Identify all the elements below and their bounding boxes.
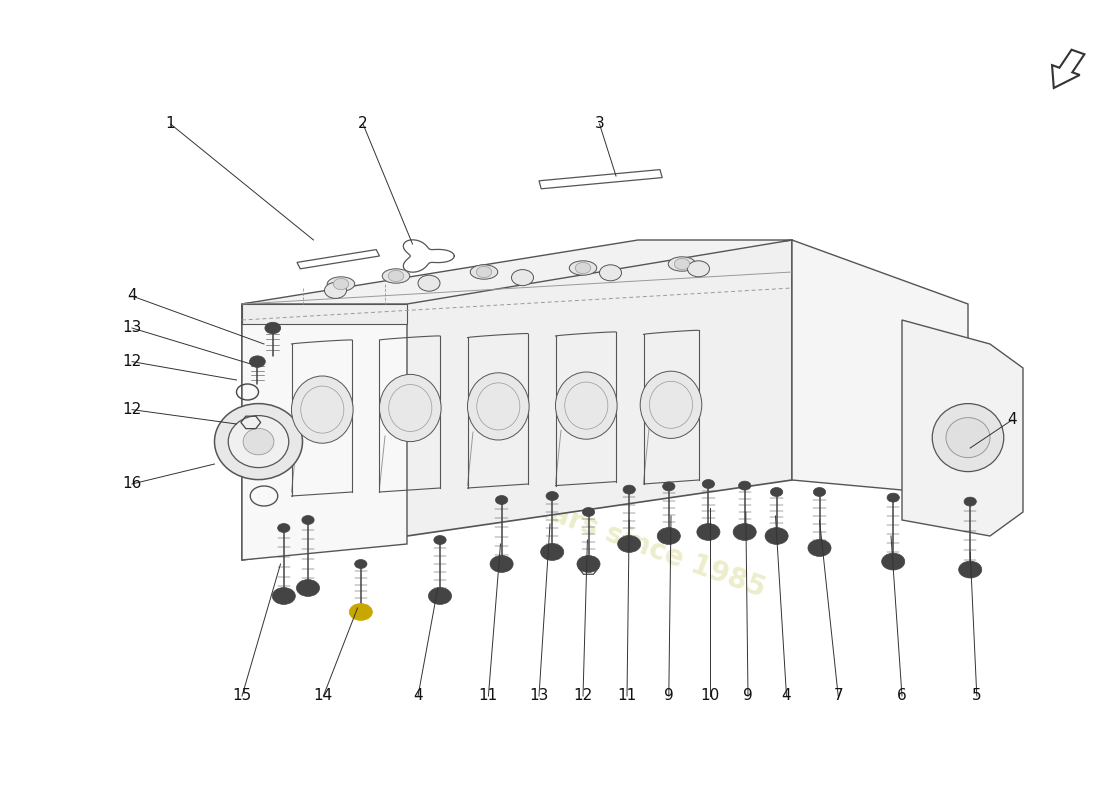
Circle shape xyxy=(964,497,977,506)
Circle shape xyxy=(324,282,346,298)
Text: 9: 9 xyxy=(744,689,752,703)
Text: 7: 7 xyxy=(834,689,843,703)
Circle shape xyxy=(582,507,595,517)
Circle shape xyxy=(429,587,452,605)
Text: 4: 4 xyxy=(782,689,791,703)
Polygon shape xyxy=(539,170,662,189)
Text: 14: 14 xyxy=(314,689,333,703)
Polygon shape xyxy=(404,240,454,272)
Text: 11: 11 xyxy=(478,689,498,703)
Ellipse shape xyxy=(468,373,529,440)
Text: a passion for cars since 1985: a passion for cars since 1985 xyxy=(331,421,769,603)
Ellipse shape xyxy=(669,257,695,271)
Ellipse shape xyxy=(328,277,354,291)
Ellipse shape xyxy=(214,403,302,479)
Text: 4: 4 xyxy=(414,689,422,703)
Circle shape xyxy=(333,278,349,290)
Circle shape xyxy=(658,528,680,544)
Circle shape xyxy=(959,562,981,578)
Circle shape xyxy=(600,265,621,281)
Text: 16: 16 xyxy=(122,477,142,491)
Circle shape xyxy=(662,482,675,491)
Circle shape xyxy=(770,487,783,497)
Polygon shape xyxy=(297,250,379,269)
Circle shape xyxy=(273,587,295,605)
Circle shape xyxy=(623,485,636,494)
Circle shape xyxy=(688,261,710,277)
Text: 13: 13 xyxy=(529,689,549,703)
Text: 15: 15 xyxy=(232,689,252,703)
Circle shape xyxy=(734,524,757,541)
Circle shape xyxy=(491,555,514,573)
Ellipse shape xyxy=(933,403,1003,471)
Text: 4: 4 xyxy=(1008,413,1016,427)
Polygon shape xyxy=(902,320,1023,536)
Circle shape xyxy=(388,270,404,282)
Circle shape xyxy=(813,487,826,497)
Text: 2: 2 xyxy=(359,117,367,131)
Circle shape xyxy=(887,493,900,502)
Circle shape xyxy=(476,266,492,278)
Circle shape xyxy=(618,536,640,552)
Circle shape xyxy=(738,481,751,490)
Text: 4: 4 xyxy=(128,289,136,303)
Text: 12: 12 xyxy=(122,402,142,417)
Circle shape xyxy=(512,270,534,286)
Circle shape xyxy=(277,523,290,533)
Circle shape xyxy=(575,262,591,274)
Circle shape xyxy=(697,524,719,541)
Ellipse shape xyxy=(640,371,702,438)
Ellipse shape xyxy=(383,269,409,283)
Polygon shape xyxy=(242,240,792,304)
Circle shape xyxy=(882,554,904,570)
Text: 12: 12 xyxy=(573,689,593,703)
Ellipse shape xyxy=(570,261,596,275)
Ellipse shape xyxy=(229,416,288,467)
Ellipse shape xyxy=(556,372,617,439)
Circle shape xyxy=(766,528,788,544)
Text: 13: 13 xyxy=(122,321,142,335)
FancyArrow shape xyxy=(1052,50,1085,88)
Circle shape xyxy=(807,540,832,557)
Circle shape xyxy=(301,515,315,525)
Circle shape xyxy=(297,579,320,597)
Circle shape xyxy=(541,544,563,560)
Circle shape xyxy=(674,258,690,270)
Text: 1: 1 xyxy=(166,117,175,131)
Polygon shape xyxy=(242,240,792,560)
Ellipse shape xyxy=(471,265,497,279)
Circle shape xyxy=(578,555,601,573)
Ellipse shape xyxy=(292,376,353,443)
Text: 10: 10 xyxy=(700,689,719,703)
Text: 6: 6 xyxy=(898,689,906,703)
Text: eurocarparts: eurocarparts xyxy=(310,270,790,498)
Ellipse shape xyxy=(379,374,441,442)
Circle shape xyxy=(350,603,372,621)
Circle shape xyxy=(702,479,715,489)
Text: 11: 11 xyxy=(617,689,637,703)
Circle shape xyxy=(265,322,280,334)
Polygon shape xyxy=(792,240,968,496)
Text: 3: 3 xyxy=(595,117,604,131)
Circle shape xyxy=(495,495,508,505)
Polygon shape xyxy=(242,304,407,324)
Circle shape xyxy=(433,535,447,545)
Ellipse shape xyxy=(243,429,274,454)
Ellipse shape xyxy=(946,418,990,458)
Circle shape xyxy=(418,275,440,291)
Circle shape xyxy=(250,356,265,367)
Polygon shape xyxy=(242,304,407,560)
Text: 12: 12 xyxy=(122,354,142,369)
Text: 9: 9 xyxy=(664,689,673,703)
Circle shape xyxy=(354,559,367,569)
Text: 5: 5 xyxy=(972,689,981,703)
Circle shape xyxy=(546,491,559,501)
